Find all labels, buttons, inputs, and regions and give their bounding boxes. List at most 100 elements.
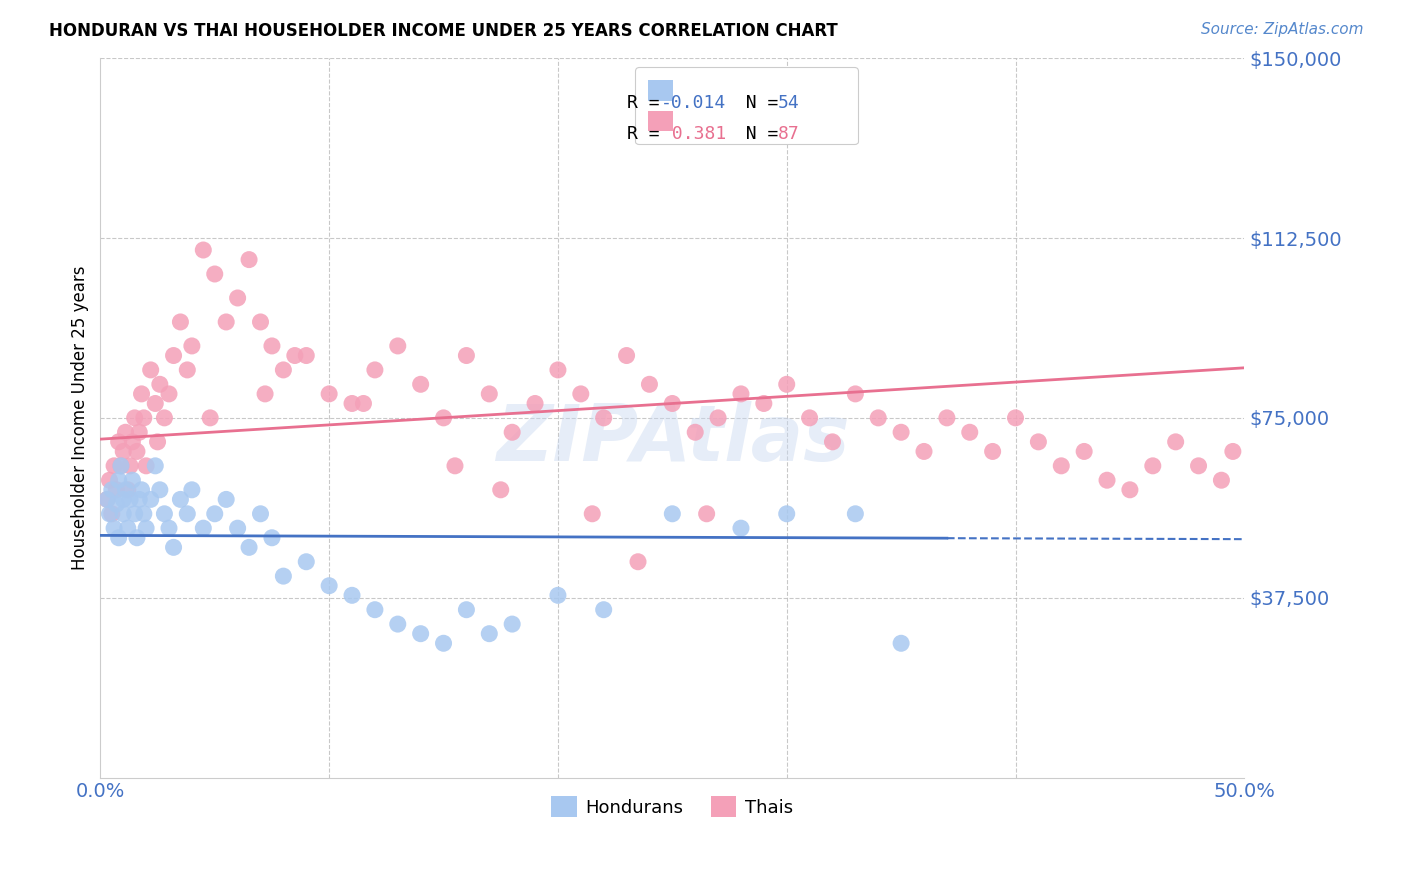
Point (132, 410, 155, 425)
Point (204, 267, 226, 281)
Point (107, 473, 129, 487)
Point (112, 507, 135, 521)
Point (890, 636, 912, 650)
Point (547, 588, 569, 602)
Point (226, 521, 249, 535)
Point (249, 507, 271, 521)
Point (153, 507, 176, 521)
Point (114, 425, 136, 440)
Point (273, 569, 295, 583)
Point (260, 339, 283, 353)
Point (1004, 410, 1026, 425)
Point (254, 387, 277, 401)
Text: R =: R = (627, 94, 671, 112)
Point (180, 483, 202, 497)
Point (1050, 458, 1073, 473)
Point (616, 349, 638, 363)
Point (124, 507, 146, 521)
Point (295, 555, 318, 569)
Point (215, 492, 238, 507)
Point (456, 603, 478, 617)
Point (890, 425, 912, 440)
Point (107, 531, 129, 545)
Point (149, 377, 172, 392)
Point (238, 541, 260, 555)
Point (125, 531, 148, 545)
Point (124, 410, 146, 425)
Point (176, 363, 198, 377)
Point (105, 497, 128, 511)
Point (120, 492, 142, 507)
Point (273, 363, 295, 377)
Point (683, 425, 706, 440)
Point (139, 492, 162, 507)
Point (821, 434, 844, 449)
Point (169, 492, 191, 507)
Point (844, 507, 866, 521)
Point (193, 521, 215, 535)
Point (143, 458, 166, 473)
Point (128, 492, 150, 507)
Point (103, 458, 125, 473)
Point (98, 473, 121, 487)
Point (696, 507, 718, 521)
Point (752, 396, 775, 410)
Point (114, 483, 136, 497)
Text: R =: R = (627, 125, 681, 143)
Point (112, 444, 135, 458)
Point (627, 555, 650, 569)
Point (180, 339, 202, 353)
Point (117, 521, 139, 535)
Point (98, 507, 121, 521)
Point (981, 444, 1004, 458)
Point (489, 483, 512, 497)
Point (96, 492, 118, 507)
Point (353, 396, 375, 410)
Point (444, 458, 467, 473)
Point (707, 410, 730, 425)
Point (1028, 434, 1050, 449)
Point (132, 507, 155, 521)
Point (387, 339, 409, 353)
Point (1119, 483, 1142, 497)
Point (1222, 444, 1244, 458)
Point (730, 387, 752, 401)
Point (1142, 458, 1164, 473)
Point (121, 434, 143, 449)
Point (135, 521, 157, 535)
Point (387, 617, 409, 632)
Point (103, 521, 125, 535)
Point (661, 396, 683, 410)
Point (101, 507, 124, 521)
Y-axis label: Householder Income Under 25 years: Householder Income Under 25 years (72, 266, 89, 570)
Text: 54: 54 (778, 94, 800, 112)
Point (364, 603, 387, 617)
Point (105, 483, 128, 497)
Point (638, 377, 661, 392)
Point (131, 483, 153, 497)
Point (1211, 473, 1233, 487)
Point (432, 636, 454, 650)
Point (1164, 434, 1187, 449)
Point (101, 483, 124, 497)
Point (169, 315, 191, 329)
Point (1187, 458, 1209, 473)
Point (249, 315, 271, 329)
Point (912, 444, 935, 458)
Point (456, 349, 478, 363)
Point (121, 473, 143, 487)
Point (198, 410, 221, 425)
Point (592, 603, 614, 617)
Point (153, 410, 176, 425)
Point (799, 410, 821, 425)
Point (110, 458, 132, 473)
Point (868, 410, 890, 425)
Point (318, 387, 340, 401)
Point (204, 507, 226, 521)
Point (238, 252, 260, 267)
Point (139, 363, 162, 377)
Point (125, 444, 148, 458)
Point (135, 458, 157, 473)
Text: ZIPAtlas: ZIPAtlas (495, 401, 849, 477)
Point (162, 349, 184, 363)
